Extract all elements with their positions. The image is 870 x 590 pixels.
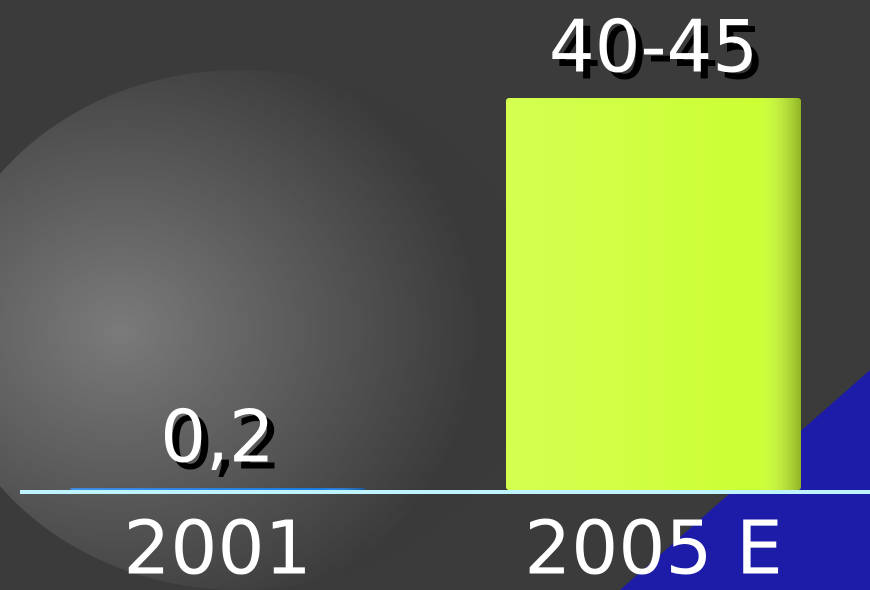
background-photo bbox=[0, 70, 540, 590]
bar-shade bbox=[70, 488, 365, 490]
x-tick-label: 2001 bbox=[123, 506, 311, 590]
x-tick-label: 2005 E bbox=[524, 506, 783, 590]
value-label: 0,2 bbox=[160, 395, 275, 479]
bar-shade bbox=[506, 98, 801, 490]
value-label: 40-45 bbox=[549, 5, 758, 89]
